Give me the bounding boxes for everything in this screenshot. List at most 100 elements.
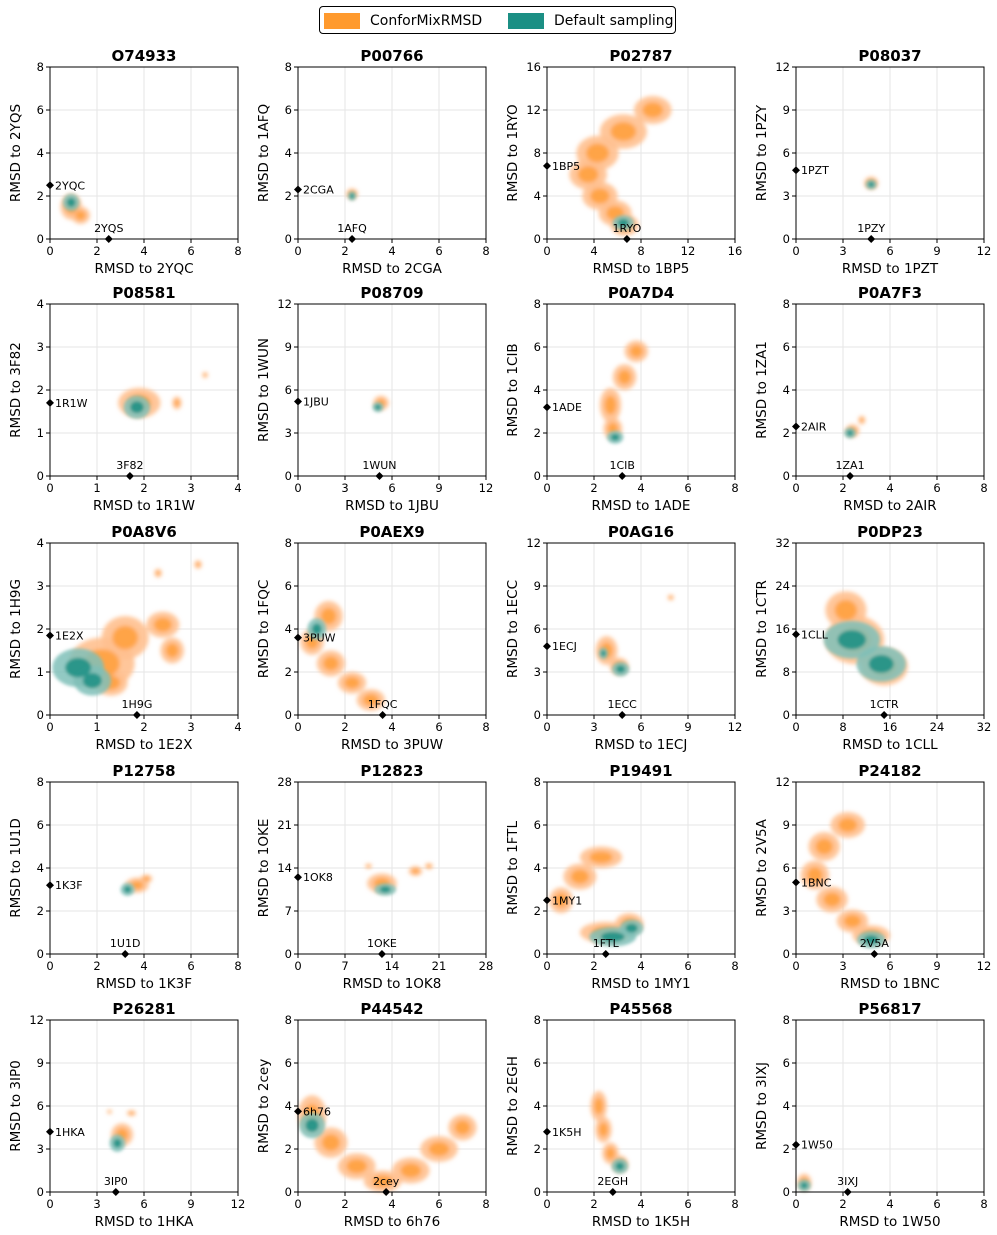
x-tick-label: 2 [839,481,846,495]
conformix-core [605,1147,615,1160]
y-tick-label: 2 [534,1142,541,1156]
default-core [113,1138,122,1148]
default-density [606,430,624,444]
default-density [123,395,151,419]
subplot-title: P45568 [609,1000,672,1018]
y-tick-label: 2 [37,383,44,397]
y-axis-label: RMSD to 2V5A [754,818,770,917]
y-tick-label: 12 [775,775,790,789]
reference-marker [880,711,889,719]
x-tick-label: 16 [883,720,898,734]
subplot-title: P26281 [112,1000,175,1018]
y-tick-label: 4 [285,1099,292,1113]
reference-marker [867,235,876,243]
default-density [374,883,397,896]
x-tick-label: 6 [933,1197,940,1211]
y-tick-label: 6 [783,340,790,354]
reference-label: 1CIB [609,459,634,472]
y-tick-label: 3 [783,904,790,918]
reference-label: 1K5H [552,1126,581,1139]
x-tick-label: 4 [234,481,241,495]
x-tick-label: 0 [792,1197,799,1211]
y-tick-label: 4 [534,861,541,875]
conformix-density [595,594,674,675]
x-axis-label: RMSD to 1CLL [842,737,938,753]
y-tick-label: 4 [37,297,44,311]
y-axis-label: RMSD to 2cey [256,1059,272,1153]
y-tick-label: 2 [783,1142,790,1156]
y-tick-label: 8 [783,297,790,311]
reference-marker [46,181,54,190]
default-density [347,191,357,201]
reference-label: 3PUW [303,632,336,645]
y-tick-label: 0 [37,947,44,961]
y-tick-label: 0 [285,1185,292,1199]
x-tick-label: 8 [234,959,241,973]
reference-label: 1ADE [552,401,582,414]
conformix-core [428,1141,450,1157]
reference-label: 1CTR [870,698,899,711]
y-tick-label: 7 [285,904,292,918]
reference-marker [543,896,551,905]
conformix-density [569,96,672,236]
y-tick-label: 2 [37,189,44,203]
default-density [589,919,644,947]
x-tick-label: 6 [187,244,194,258]
y-tick-label: 32 [775,536,790,550]
conformix-core [411,868,420,874]
reference-label: 2CGA [303,184,334,197]
x-tick-label: 2 [140,720,147,734]
conformix-core [454,1120,471,1135]
reference-label: 1BNC [801,876,832,889]
x-tick-label: 2 [93,959,100,973]
subplot-p0a7d4: 0 2 4 6 8 0 2 4 6 8 1ADE 1CIB P0A7D4 RMSD to 1ADE RMSD… [505,284,739,514]
x-tick-label: 32 [977,720,992,734]
x-axis-label: RMSD to 1MY1 [591,976,690,992]
x-axis-label: RMSD to 2YQC [94,261,193,277]
x-tick-label: 0 [543,1197,550,1211]
y-axis-label: RMSD to 3IXJ [754,1062,770,1150]
default-core [65,658,92,678]
conformix-density [298,1095,477,1192]
y-tick-label: 8 [534,775,541,789]
y-tick-label: 8 [37,60,44,74]
y-tick-label: 14 [277,861,292,875]
conformix-core [321,1134,340,1151]
x-tick-label: 3 [839,244,846,258]
x-tick-label: 8 [482,244,489,258]
reference-label: 1MY1 [552,894,582,907]
subplot-title: P08581 [112,284,175,302]
x-tick-label: 9 [684,720,691,734]
x-tick-label: 6 [684,959,691,973]
reference-label: 1OKE [367,937,397,950]
reference-label: 1E2X [55,629,84,642]
subplot-title: P02787 [609,47,672,65]
conformix-core [589,851,613,864]
conformix-core [363,694,379,706]
y-tick-label: 9 [783,818,790,832]
y-tick-label: 8 [783,665,790,679]
reference-marker [792,166,800,175]
x-tick-label: 4 [637,1197,644,1211]
default-core [601,650,606,657]
x-tick-label: 12 [231,1197,246,1211]
reference-marker [294,873,302,882]
default-density [52,648,112,696]
x-axis-label: RMSD to 1K5H [592,1214,690,1230]
x-tick-label: 4 [886,1197,893,1211]
x-tick-label: 8 [731,481,738,495]
y-tick-label: 6 [285,579,292,593]
legend-item-default: Default sampling [508,11,674,31]
reference-marker [792,1140,800,1149]
x-tick-label: 1 [93,720,100,734]
x-tick-label: 0 [46,244,53,258]
y-tick-label: 2 [534,904,541,918]
conformix-core [195,562,201,567]
reference-label: 2YQC [55,179,85,192]
default-density [109,1134,126,1152]
y-tick-label: 0 [783,232,790,246]
y-tick-label: 0 [534,708,541,722]
x-tick-label: 4 [637,959,644,973]
x-tick-label: 6 [886,959,893,973]
y-tick-label: 4 [783,383,790,397]
